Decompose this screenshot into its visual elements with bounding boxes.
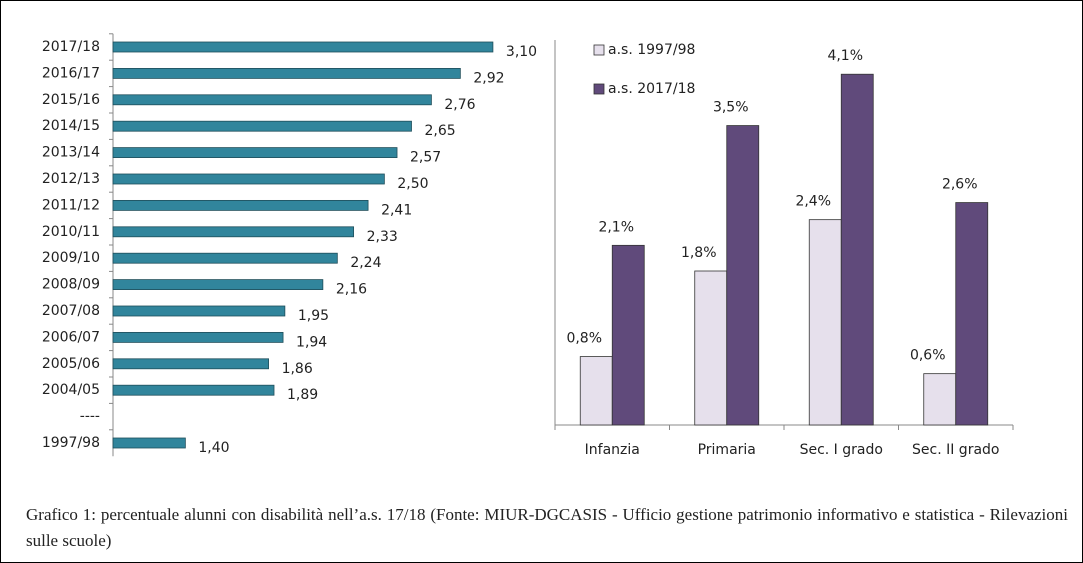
bar <box>112 331 284 343</box>
data-label: 3,10 <box>506 44 537 60</box>
data-label: 1,8% <box>681 245 717 261</box>
legend-label: a.s. 2017/18 <box>608 81 695 97</box>
bar <box>112 384 275 396</box>
bar <box>840 73 874 426</box>
bar <box>112 358 269 370</box>
data-label: 2,24 <box>350 255 381 271</box>
bar <box>112 120 412 132</box>
data-label: 2,92 <box>473 70 504 86</box>
y-tick-label: 1997/98 <box>42 435 100 451</box>
y-tick-label: 2015/16 <box>42 92 100 108</box>
y-tick-label: ---- <box>80 409 100 425</box>
bar <box>726 125 760 426</box>
bar <box>112 279 324 291</box>
y-tick-label: 2008/09 <box>42 277 100 293</box>
data-label: 2,41 <box>381 202 412 218</box>
data-label: 1,86 <box>282 361 313 377</box>
bar <box>112 94 432 106</box>
data-label: 2,50 <box>397 176 428 192</box>
data-label: 0,6% <box>910 348 946 364</box>
bar <box>112 147 398 159</box>
y-tick-label: 2007/08 <box>42 303 100 319</box>
bar <box>112 41 494 53</box>
bar <box>694 270 728 426</box>
charts: 2017/18 3,10 2016/17 2,92 2015/16 2,76 2014/15… <box>42 33 1014 458</box>
bar <box>611 244 645 426</box>
caption: Grafico 1: percentuale alunni con disabi… <box>26 505 1068 550</box>
y-tick-label: 2012/13 <box>42 171 100 187</box>
bar <box>955 202 989 426</box>
y-tick-label: 2005/06 <box>42 356 100 372</box>
data-label: 2,6% <box>942 177 978 193</box>
legend-swatch <box>593 44 605 56</box>
data-label: 2,4% <box>795 194 831 210</box>
bar <box>112 437 186 449</box>
legend-swatch <box>593 83 605 95</box>
data-label: 2,33 <box>367 229 398 245</box>
x-tick-label: Primaria <box>698 442 756 458</box>
legend-label: a.s. 1997/98 <box>608 42 695 58</box>
data-label: 3,5% <box>713 100 749 116</box>
y-tick-label: 2011/12 <box>42 197 100 213</box>
data-label: 2,1% <box>598 219 634 235</box>
bar <box>112 68 461 79</box>
y-tick-label: 2009/10 <box>42 250 100 266</box>
y-tick-label: 2004/05 <box>42 382 100 398</box>
data-label: 1,94 <box>296 334 327 350</box>
y-tick-label: 2017/18 <box>42 39 100 55</box>
data-label: 2,57 <box>410 150 441 166</box>
bar <box>112 226 355 238</box>
data-label: 1,89 <box>287 387 318 403</box>
bar <box>112 252 338 264</box>
bar <box>808 219 842 426</box>
data-label: 4,1% <box>827 48 863 64</box>
bar <box>112 305 286 317</box>
data-label: 2,65 <box>425 123 456 139</box>
data-label: 2,76 <box>444 97 475 113</box>
bar <box>923 373 957 426</box>
x-tick-label: Sec. I grado <box>800 442 883 458</box>
data-label: 0,8% <box>566 331 602 347</box>
data-label: 1,95 <box>298 308 329 324</box>
bar <box>579 356 613 426</box>
x-tick-label: Sec. II grado <box>912 442 999 458</box>
data-label: 2,16 <box>336 282 367 298</box>
y-tick-label: 2016/17 <box>42 65 100 81</box>
y-tick-label: 2006/07 <box>42 329 100 345</box>
bar <box>112 199 369 211</box>
x-tick-label: Infanzia <box>585 442 640 458</box>
y-tick-label: 2013/14 <box>42 145 100 161</box>
y-tick-label: 2010/11 <box>42 224 100 240</box>
bar <box>112 173 385 185</box>
y-tick-label: 2014/15 <box>42 118 100 134</box>
data-label: 1,40 <box>198 440 229 456</box>
